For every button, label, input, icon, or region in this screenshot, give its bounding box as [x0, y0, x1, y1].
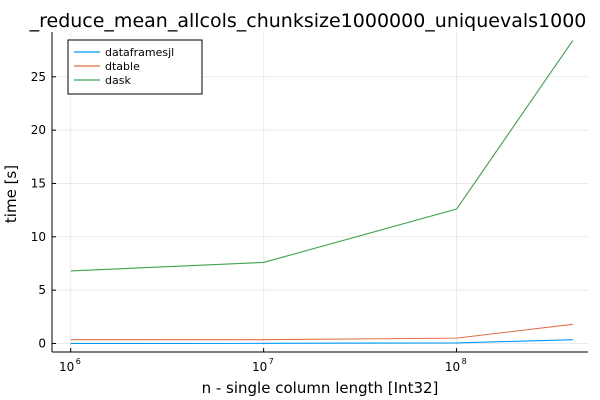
legend-box [67, 39, 203, 95]
x-axis-label: n - single column length [Int32] [202, 379, 439, 397]
y-tick-label: 0 [38, 336, 46, 350]
x-tick-exponent: 7 [269, 357, 274, 366]
series-line-dask [70, 40, 574, 272]
series-lines [70, 40, 574, 345]
x-tick-exponent: 8 [462, 357, 467, 366]
legend-label-dask: dask [105, 74, 131, 87]
legend-label-dtable: dtable [105, 60, 140, 73]
x-tick-label: 10 [252, 360, 267, 374]
x-tick-label: 10 [445, 360, 460, 374]
series-line-dataframesjl [70, 339, 573, 345]
series-line-dtable [70, 323, 573, 341]
x-tick-exponent: 6 [76, 357, 81, 366]
y-tick-label: 20 [31, 123, 46, 137]
axes [51, 32, 588, 353]
y-tick-label: 5 [38, 283, 46, 297]
y-tick-label: 10 [31, 230, 46, 244]
legend-label-dataframesjl: dataframesjl [105, 46, 174, 59]
chart-title: _reduce_mean_allcols_chunksize1000000_un… [29, 10, 587, 32]
x-tick-label: 10 [59, 360, 74, 374]
y-axis-label: time [s] [2, 165, 20, 223]
y-tick-label: 15 [31, 176, 46, 190]
y-tick-label: 25 [31, 70, 46, 84]
